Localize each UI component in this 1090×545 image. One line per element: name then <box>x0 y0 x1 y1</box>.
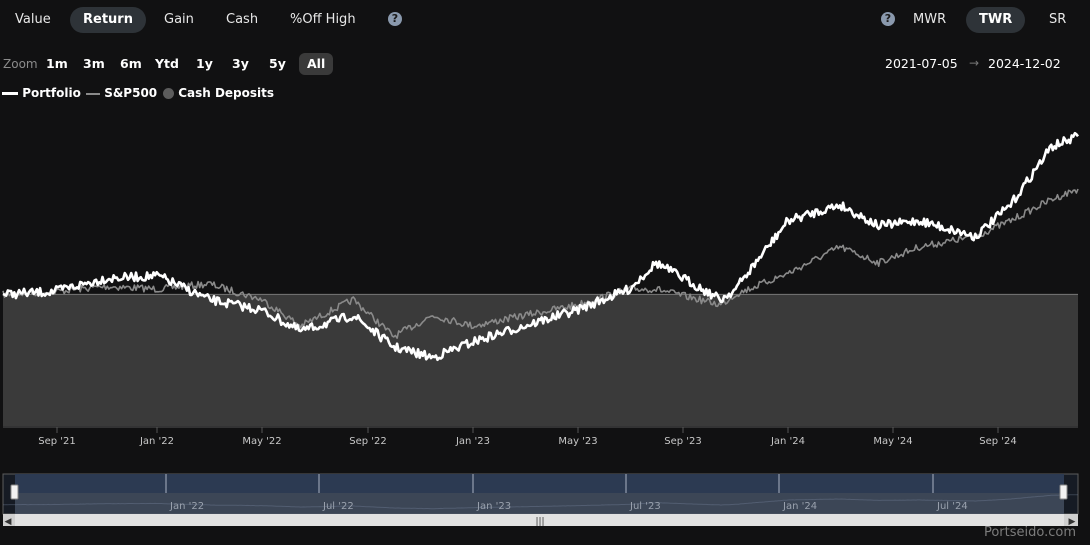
scroll-left-icon[interactable]: ◀ <box>5 517 12 527</box>
navigator-left-handle[interactable] <box>10 484 19 500</box>
x-tick-label: Sep '22 <box>349 436 387 447</box>
zoom-ytd[interactable]: Ytd <box>155 56 179 71</box>
tab-value[interactable]: Value <box>15 12 51 27</box>
navigator-tick-label: Jul '23 <box>629 501 661 512</box>
navigator-tick-label: Jan '22 <box>169 501 204 512</box>
scroll-right-icon[interactable]: ▶ <box>1069 517 1076 527</box>
tab-return[interactable]: Return <box>70 7 146 33</box>
tab-cash[interactable]: Cash <box>226 12 259 27</box>
x-tick-label: Sep '21 <box>38 436 76 447</box>
zoom-1y[interactable]: 1y <box>196 56 213 71</box>
navigator-axis: Jan '22 Jul '22 Jan '23 Jul '23 Jan '24 Jul '… <box>3 474 1079 512</box>
x-tick-label: Jan '24 <box>770 436 805 447</box>
x-tick-label: Jan '22 <box>139 436 174 447</box>
legend-sp500[interactable]: S&P500 <box>86 86 157 100</box>
legend-portfolio-label: Portfolio <box>22 86 81 100</box>
navigator-selection[interactable] <box>15 474 1064 493</box>
range-navigator[interactable]: Jan '22 Jul '22 Jan '23 Jul '23 Jan '24 Jul '… <box>0 468 1090 530</box>
range-to-date[interactable]: 2024-12-02 <box>988 56 1061 71</box>
x-tick-label: Sep '23 <box>664 436 702 447</box>
legend-cash-dot <box>163 88 174 99</box>
zoom-1m[interactable]: 1m <box>46 56 68 71</box>
navigator-series-line <box>3 494 1079 510</box>
navigator-scrollbar-thumb[interactable] <box>15 514 1064 526</box>
navigator-mask <box>15 493 1064 514</box>
x-tick-label: May '22 <box>242 436 281 447</box>
x-tick-label: Jan '23 <box>455 436 490 447</box>
method-twr[interactable]: TWR <box>966 7 1026 33</box>
zoom-label: Zoom <box>3 57 38 71</box>
navigator-tick-label: Jan '23 <box>476 501 511 512</box>
legend-cash-label: Cash Deposits <box>178 86 275 100</box>
method-sr[interactable]: SR <box>1049 12 1067 27</box>
help-icon[interactable]: ? <box>388 12 402 26</box>
navigator-tick-label: Jul '22 <box>322 501 354 512</box>
plot-area <box>2 131 1080 426</box>
method-mwr[interactable]: MWR <box>913 12 947 27</box>
legend-cash-deposits[interactable]: Cash Deposits <box>163 86 274 100</box>
sp500-series-line <box>2 188 1079 340</box>
tab-gain[interactable]: Gain <box>164 12 194 27</box>
range-arrow: → <box>969 56 980 70</box>
zoom-5y[interactable]: 5y <box>269 56 286 71</box>
zoom-3m[interactable]: 3m <box>83 56 105 71</box>
x-tick-label: May '23 <box>558 436 597 447</box>
navigator-tick-label: Jan '24 <box>782 501 817 512</box>
watermark: Portseido.com <box>983 525 1076 540</box>
zoom-all[interactable]: All <box>299 53 334 75</box>
return-chart[interactable]: Sep '21 Jan '22 May '22 Sep '22 Jan '23 May '… <box>0 0 1090 460</box>
scrollbar-grip-icon: ||| <box>535 517 544 527</box>
tab-off-high[interactable]: %Off High <box>290 12 356 27</box>
zoom-6m[interactable]: 6m <box>120 56 142 71</box>
method-help-icon[interactable]: ? <box>881 12 895 26</box>
zoom-3y[interactable]: 3y <box>232 56 249 71</box>
navigator-right-handle[interactable] <box>1059 484 1068 500</box>
x-axis: Sep '21 Jan '22 May '22 Sep '22 Jan '23 May '… <box>3 426 1078 447</box>
legend-sp500-label: S&P500 <box>104 86 158 100</box>
legend-portfolio-line <box>2 92 18 95</box>
x-tick-label: May '24 <box>873 436 912 447</box>
x-tick-label: Sep '24 <box>979 436 1017 447</box>
cash-deposits-area <box>3 294 1078 426</box>
legend-portfolio[interactable]: Portfolio <box>2 86 81 100</box>
navigator-tick-label: Jul '24 <box>936 501 968 512</box>
portfolio-series-line <box>2 131 1080 362</box>
range-from-date[interactable]: 2021-07-05 <box>885 56 958 71</box>
legend-sp500-line <box>86 92 100 95</box>
